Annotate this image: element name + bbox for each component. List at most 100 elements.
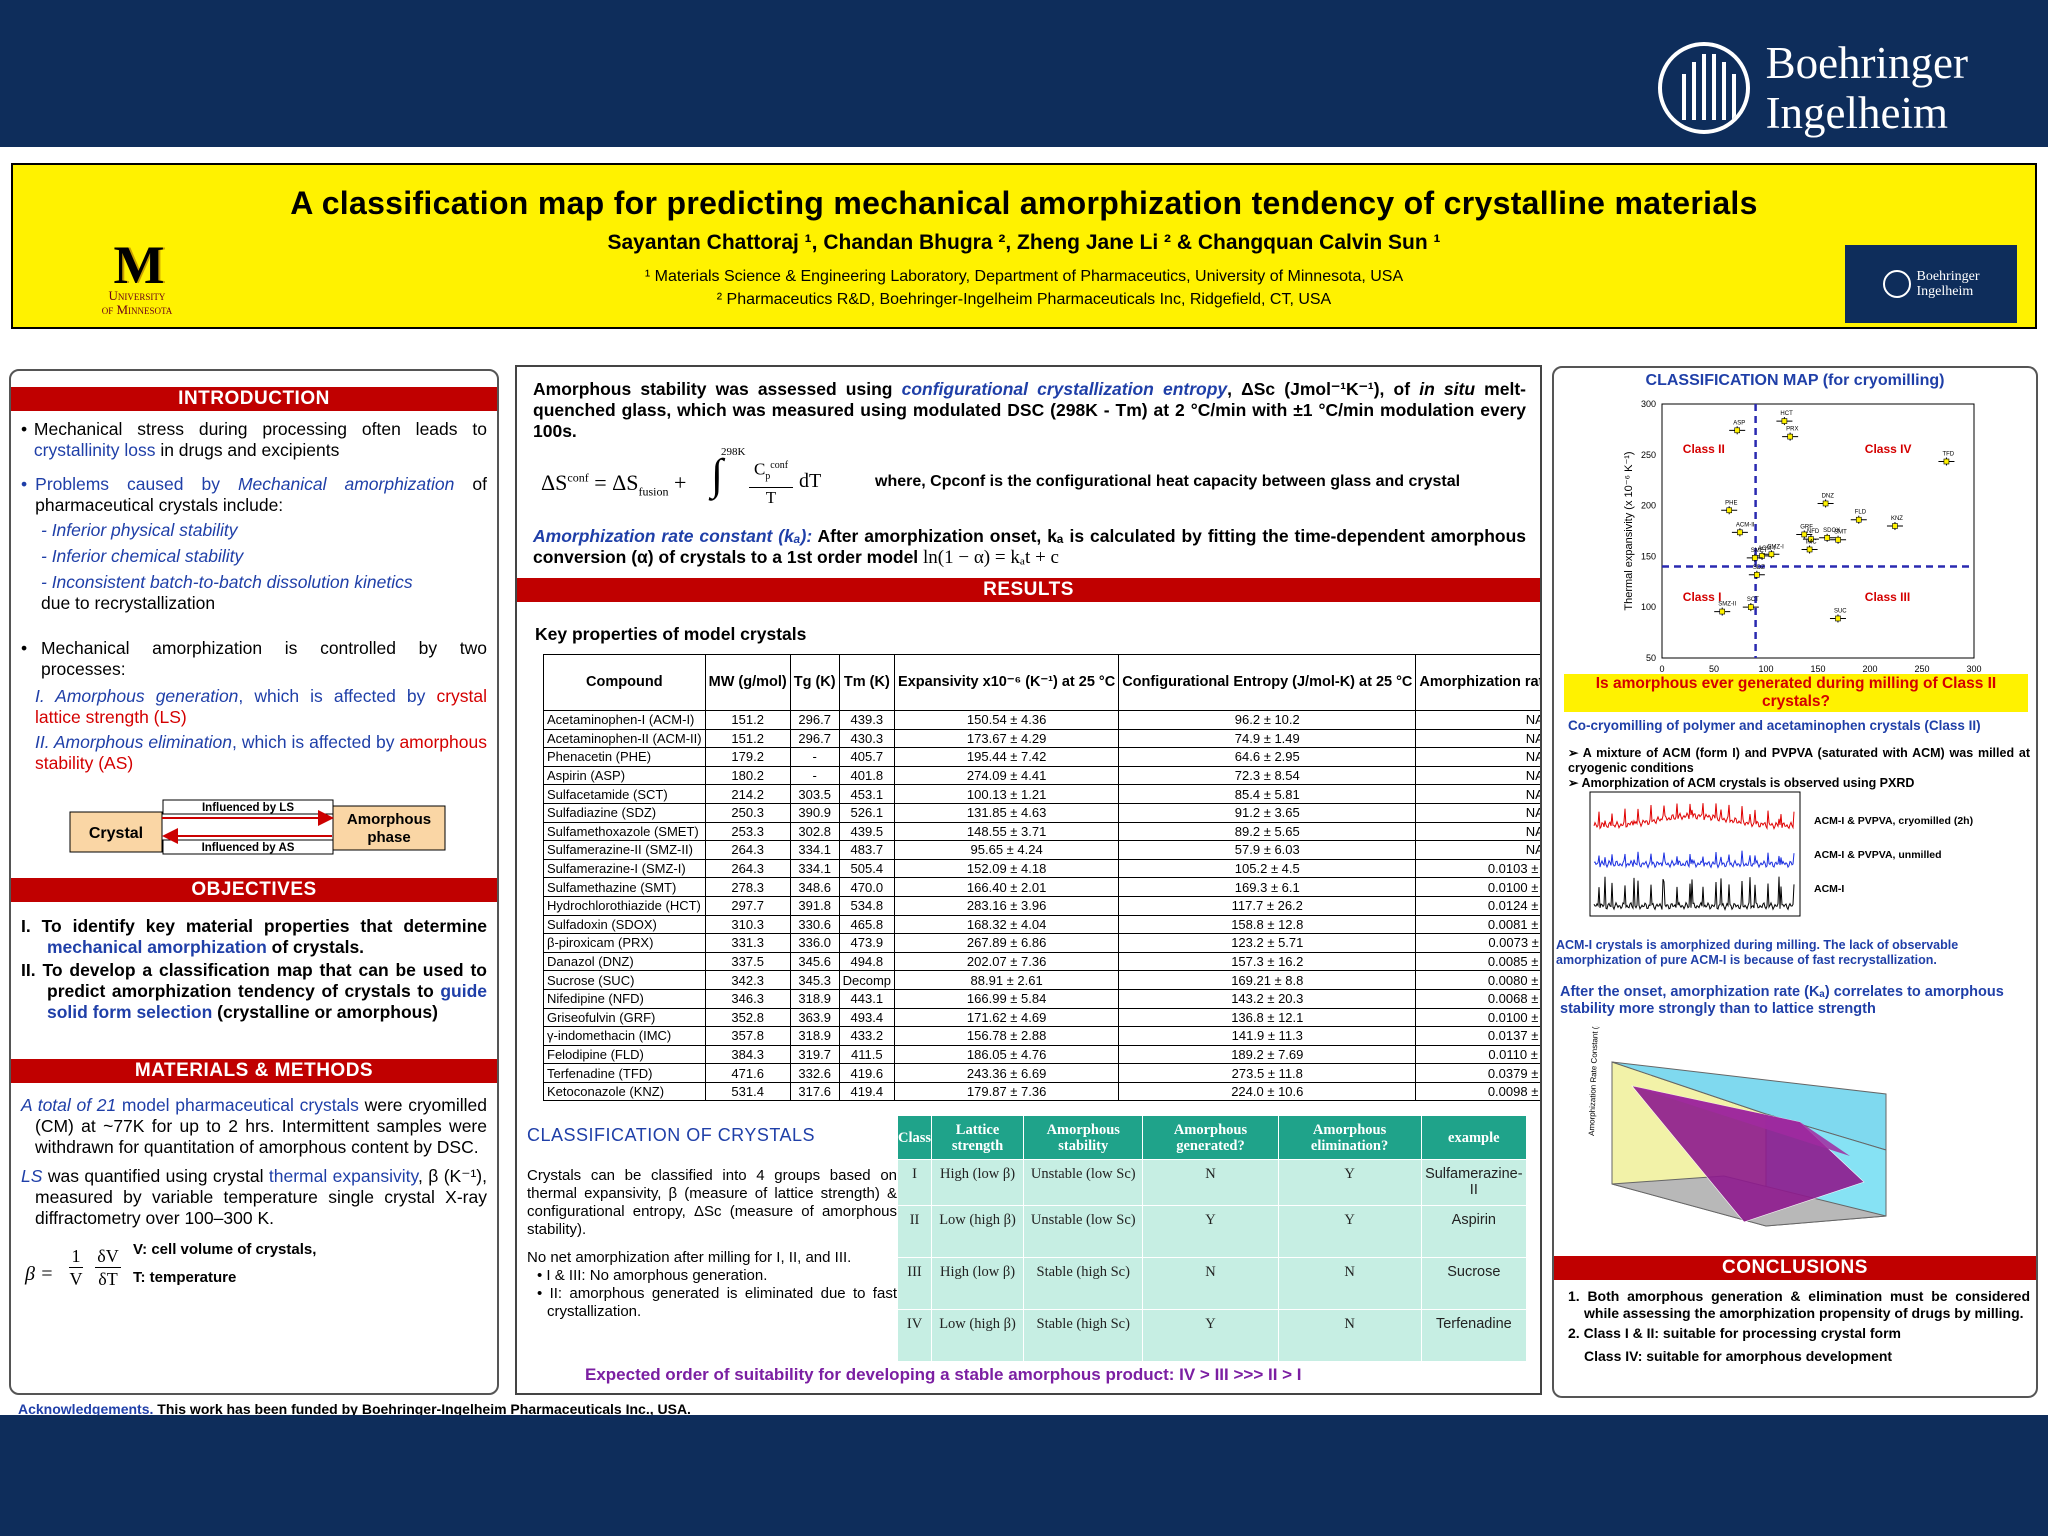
class-table-header: Amorphous stability: [1023, 1115, 1144, 1160]
map-point: SMET: [1746, 548, 1768, 562]
map-point-label: DNZ: [1822, 493, 1835, 499]
table-cell: 89.2 ± 5.65: [1118, 821, 1417, 842]
table-cell: 318.9: [789, 988, 840, 1009]
bi-small-line2: Ingelheim: [1916, 284, 1974, 299]
table-cell: 136.8 ± 12.1: [1118, 1007, 1417, 1028]
table-cell: 0.0085 ± 0.0021: [1415, 951, 1540, 972]
class-cell: Unstable (low Sc): [1023, 1159, 1144, 1206]
class-cell: II: [896, 1205, 933, 1258]
cocryo-b1: ➢ A mixture of ACM (form I) and PVPVA (s…: [1568, 746, 2030, 775]
map-xtick: 0: [1659, 664, 1664, 674]
map-point: SMZ-II: [1714, 602, 1737, 616]
table-cell: 334.1: [789, 840, 840, 860]
table-cell: Acetaminophen-II (ACM-II): [543, 728, 706, 749]
table-cell: 453.1: [838, 784, 896, 804]
pxrd-plot: ACM-I & PVPVA, cryomilled (2h) ACM-I & PV…: [1589, 791, 1973, 917]
classification-text: Crystals can be classified into 4 groups…: [527, 1167, 897, 1321]
table-cell: 264.3: [704, 858, 791, 879]
methods-m1a: A total of 21: [21, 1095, 122, 1115]
table-cell: 493.4: [838, 1007, 896, 1028]
pxrd-trace: [1593, 803, 1795, 831]
table-cell: 143.2 ± 20.3: [1118, 988, 1417, 1009]
class-row: II Low (high β) Unstable (low Sc) Y Y Aspirin: [896, 1205, 1528, 1258]
table-cell: 352.8: [704, 1007, 791, 1028]
map-xtick: 50: [1709, 664, 1719, 674]
map-point: DNZ: [1817, 493, 1835, 508]
table-cell: 169.21 ± 8.8: [1118, 970, 1417, 990]
table-cell: Sulfamethoxazole (SMET): [543, 821, 706, 842]
class-cell: Terfenadine: [1420, 1309, 1528, 1362]
table-cell: 95.65 ± 4.24: [894, 840, 1120, 860]
map-class-label: Class I: [1683, 590, 1722, 604]
table-cell: -: [789, 765, 840, 786]
table-row: Felodipine (FLD) 384.3 319.7 411.5 186.05 ± …: [543, 1044, 1540, 1065]
table-cell: NA: [1415, 747, 1540, 767]
middle-panel: Amorphous stability was assessed using c…: [515, 365, 1542, 1395]
table-cell: 348.6: [789, 877, 840, 897]
pxrd-label: ACM-I: [1814, 883, 1844, 895]
table-row: Ketoconazole (KNZ) 531.4 317.6 419.4 179.87 …: [543, 1081, 1540, 1102]
map-ytick: 200: [1641, 501, 1656, 511]
table-cell: Phenacetin (PHE): [543, 747, 706, 767]
table-cell: 64.6 ± 2.95: [1118, 747, 1417, 767]
obj-o2a: II. To develop a classification map that…: [21, 960, 487, 1001]
class-cell: N: [1277, 1257, 1422, 1310]
table-row: Sulfadiazine (SDZ) 250.3 390.9 526.1 131.85 …: [543, 802, 1540, 823]
table-row: Aspirin (ASP) 180.2-401.8 274.09 ± 4.41 72.…: [543, 765, 1540, 786]
table-cell: Sulfamethazine (SMT): [543, 877, 706, 897]
table-cell: 401.8: [838, 765, 896, 786]
intro-b1a: Mechanical stress during processing ofte…: [33, 419, 487, 439]
table-cell: 336.0: [789, 933, 840, 953]
table-row: γ-indomethacin (IMC) 357.8 318.9 433.2 156.7…: [543, 1026, 1540, 1046]
umn-logo: M University of Minnesota: [67, 238, 207, 317]
table-cell: 173.67 ± 4.29: [894, 728, 1120, 749]
map-point-label: SMZ-II: [1718, 602, 1736, 608]
objectives-heading: OBJECTIVES: [11, 878, 497, 902]
map-point-label: PRX: [1786, 427, 1798, 433]
table-cell: NA: [1415, 821, 1540, 842]
table-cell: 169.3 ± 6.1: [1118, 877, 1417, 897]
conclusions-heading: CONCLUSIONS: [1554, 1256, 2036, 1280]
map-point: KNZ: [1886, 516, 1903, 531]
table-cell: 534.8: [838, 895, 896, 916]
class-row: I High (low β) Unstable (low Sc) N Y Sulfamer…: [896, 1159, 1528, 1206]
authors: Sayantan Chattoraj ¹, Chandan Bhugra ², …: [607, 231, 1441, 254]
map-point-label: ACM-I: [1758, 546, 1775, 552]
key-table-header: Compound: [543, 654, 706, 711]
classification-heading: CLASSIFICATION OF CRYSTALS: [527, 1125, 816, 1145]
key-table-header: Amorphization rate const. (min⁻¹): [1415, 654, 1540, 711]
key-table-header: Tg (K): [789, 654, 840, 711]
table-cell: 302.8: [789, 821, 840, 842]
onset-text: After the onset, amorphization rate (Kₐ)…: [1560, 984, 2004, 1017]
table-cell: 391.8: [789, 895, 840, 916]
entropy-equation: ΔSconf = ΔSfusion + ∫ 298K Cpconf T dT wh…: [541, 446, 1461, 508]
table-cell: Aspirin (ASP): [543, 765, 706, 786]
methods-m2d: , β (K⁻¹), measured by variable temperat…: [35, 1166, 487, 1228]
key-properties-table: Compound MW (g/mol) Tg (K) Tm (K) Expansivit…: [543, 654, 1540, 1102]
map-point-label: SMZ-I: [1767, 544, 1784, 550]
table-row: Sucrose (SUC) 342.3 345.3 Decomp 88.91 ± 2.6…: [543, 970, 1540, 990]
table-cell: 296.7: [789, 710, 840, 730]
obj-o1c: of crystals.: [266, 937, 365, 957]
table-cell: 318.9: [789, 1026, 840, 1046]
map-xtick: 200: [1862, 664, 1877, 674]
map-point-label: TFD: [1942, 452, 1954, 458]
map-point: SMT: [1830, 530, 1847, 544]
map-point-label: SCT: [1747, 597, 1759, 603]
table-cell: 274.09 ± 4.41: [894, 765, 1120, 786]
map-point-label: ASP: [1733, 420, 1745, 426]
table-cell: 0.0103 ± 0.0021: [1415, 858, 1540, 879]
intro-sub2: - Inferior chemical stability: [41, 546, 244, 566]
class-p4: • II: amorphous generated is eliminated …: [537, 1285, 897, 1320]
table-cell: 411.5: [838, 1044, 896, 1065]
table-cell: NA: [1415, 710, 1540, 730]
table-cell: NA: [1415, 784, 1540, 804]
class-table-header: Lattice strength: [931, 1115, 1025, 1160]
table-cell: Terfenadine (TFD): [543, 1063, 706, 1083]
diagram-top-label: Influenced by LS: [202, 802, 294, 814]
table-cell: 148.55 ± 3.71: [894, 821, 1120, 842]
methods-m2b: was quantified using crystal: [42, 1166, 269, 1186]
table-cell: 384.3: [704, 1044, 791, 1065]
key-table-header: MW (g/mol): [704, 654, 791, 711]
table-cell: Sucrose (SUC): [543, 970, 706, 990]
